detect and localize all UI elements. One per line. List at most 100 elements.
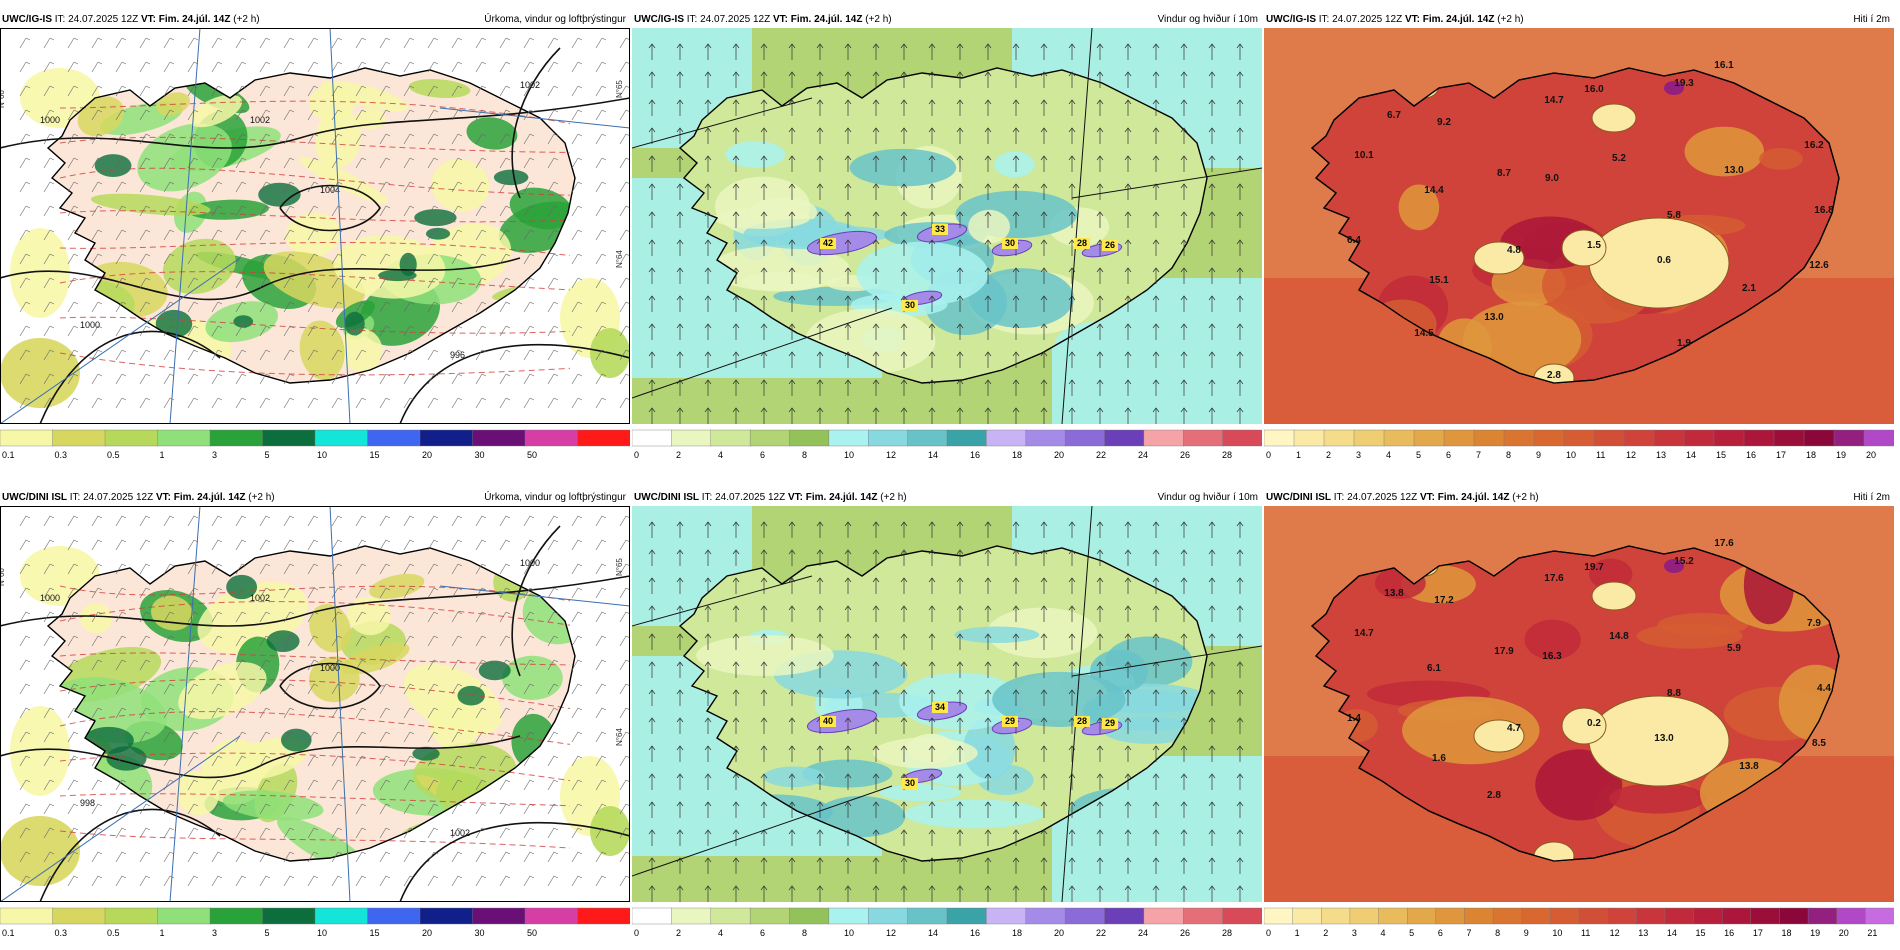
temp-label: 2.8	[1487, 790, 1501, 801]
legend-swatch	[1443, 429, 1475, 447]
model-name: UWC/DINI ISL	[2, 492, 67, 503]
map-canvas: 17.6 15.2 19.7 17.6 13.8 17.2 14.7 17.9 16.3 14.8…	[1264, 506, 1894, 902]
legend-tick: 50	[527, 928, 537, 938]
panel-header: UWC/DINI ISL IT: 24.07.2025 12Z VT: Fim.…	[632, 490, 1262, 506]
legend-swatch	[710, 907, 751, 925]
header-left: UWC/IG-IS IT: 24.07.2025 12Z VT: Fim. 24…	[1266, 12, 1524, 28]
legend-swatch	[671, 429, 712, 447]
temp-label: 16.0	[1584, 84, 1604, 95]
temp-label: 0.6	[1657, 255, 1671, 266]
legend-tick: 0.1	[2, 928, 15, 938]
legend-swatch	[1064, 907, 1106, 925]
legend-tick: 5	[1416, 450, 1421, 460]
temp-label: 4.4	[1817, 683, 1831, 694]
temp-label: 14.5	[1414, 328, 1434, 339]
map-svg: 40 34 29 28 29 30	[632, 506, 1262, 902]
legend-tick: 0	[634, 450, 639, 460]
legend-swatch	[1693, 907, 1723, 925]
legend-swatch	[1183, 429, 1224, 447]
grid-label: N°64	[615, 250, 624, 268]
header-left: UWC/DINI ISL IT: 24.07.2025 12Z VT: Fim.…	[2, 490, 275, 506]
legend-tick: 18	[1012, 450, 1022, 460]
legend-tick: 0.1	[2, 450, 15, 460]
legend-swatch	[828, 907, 869, 925]
legend-swatch	[209, 429, 264, 447]
temp-label: 5.8	[1667, 210, 1681, 221]
legend-swatch	[1521, 907, 1552, 925]
legend-swatch	[419, 907, 474, 925]
legend-swatch	[1413, 429, 1445, 447]
it-label: IT:	[1333, 492, 1345, 503]
header-left: UWC/IG-IS IT: 24.07.2025 12Z VT: Fim. 24…	[634, 12, 892, 28]
grid-label: N°65	[615, 80, 624, 98]
model-name: UWC/IG-IS	[2, 14, 52, 25]
isobar-label: 1002	[520, 80, 540, 90]
legend-tick: 26	[1180, 928, 1190, 938]
legend-tick: 22	[1096, 928, 1106, 938]
legend-swatch	[52, 907, 106, 925]
legend-tick: 15	[1716, 450, 1726, 460]
legend-swatch	[314, 429, 369, 447]
legend-swatch	[749, 429, 791, 447]
it-value: 24.07.2025 12Z	[700, 14, 771, 25]
lead-time: (+2 h)	[248, 492, 275, 503]
panel-title: Hiti í 2m	[1853, 14, 1890, 25]
legend-tick: 14	[1686, 450, 1696, 460]
panel-dini-wind: UWC/DINI ISL IT: 24.07.2025 12Z VT: Fim.…	[632, 490, 1262, 950]
legend-swatch	[868, 907, 909, 925]
grid-label: N°65	[615, 558, 624, 576]
panel-dini-temp: UWC/DINI ISL IT: 24.07.2025 12Z VT: Fim.…	[1264, 490, 1894, 950]
legend-tick: 3	[1356, 450, 1361, 460]
temp-label: 14.8	[1609, 631, 1629, 642]
legend-swatch	[1353, 429, 1385, 447]
legend-swatch	[1383, 429, 1415, 447]
legend-tick: 30	[475, 928, 485, 938]
it-label: IT:	[701, 492, 713, 503]
legend-swatch	[0, 429, 54, 447]
vt-value: Fim. 24.júl. 14Z	[1422, 14, 1495, 25]
legend-tick: 17	[1776, 450, 1786, 460]
legend-tick: 20	[422, 928, 432, 938]
legend-tick: 12	[1610, 928, 1620, 938]
legend-swatch	[1293, 429, 1325, 447]
legend-swatch	[1803, 429, 1835, 447]
legend-tick: 5	[1409, 928, 1414, 938]
legend-tick: 4	[718, 928, 723, 938]
temp-label: 17.6	[1714, 538, 1734, 549]
lead-time: (+2 h)	[1512, 492, 1539, 503]
legend-swatch	[577, 907, 630, 925]
lead-time: (+2 h)	[880, 492, 907, 503]
legend-tick: 20	[422, 450, 432, 460]
legend-swatch	[157, 907, 211, 925]
grid-label: N°64	[615, 728, 624, 746]
it-label: IT:	[54, 14, 66, 25]
temp-label: 13.8	[1384, 588, 1404, 599]
color-legend: 0.1 0.3 0.5 1 3 5 10 15 20 30 50	[0, 906, 630, 940]
legend-tick: 5	[265, 928, 270, 938]
isobar-label: 1000	[40, 593, 60, 603]
legend-tick: 6	[760, 450, 765, 460]
color-legend: 0 2 4 6 8 10 12 14 16 18 20 22 24 26 28	[632, 428, 1262, 462]
panel-header: UWC/DINI ISL IT: 24.07.2025 12Z VT: Fim.…	[1264, 490, 1894, 506]
legend-swatch	[1378, 907, 1408, 925]
legend-swatch	[1807, 907, 1838, 925]
grid-label: N°66	[0, 568, 6, 586]
temp-label: 6.1	[1427, 663, 1441, 674]
temp-label: 13.0	[1484, 312, 1504, 323]
legend-tick: 8	[1506, 450, 1511, 460]
vt-value: Fim. 24.júl. 14Z	[173, 492, 246, 503]
panel-title: Vindur og hviður í 10m	[1157, 14, 1258, 25]
temp-label: 1.9	[1677, 338, 1691, 349]
legend-swatch	[1222, 907, 1262, 925]
gust-label: 29	[1105, 718, 1115, 728]
legend-tick: 20	[1839, 928, 1849, 938]
header-left: UWC/IG-IS IT: 24.07.2025 12Z VT: Fim. 24…	[2, 12, 260, 28]
legend-swatch	[1183, 907, 1224, 925]
isobar-label: 998	[80, 798, 95, 808]
temp-label: 2.1	[1742, 283, 1756, 294]
legend-tick: 10	[1552, 928, 1562, 938]
gust-label: 33	[935, 224, 945, 234]
legend-swatch	[1406, 907, 1437, 925]
vt-value: Fim. 24.júl. 14Z	[790, 14, 863, 25]
header-left: UWC/DINI ISL IT: 24.07.2025 12Z VT: Fim.…	[1266, 490, 1539, 506]
